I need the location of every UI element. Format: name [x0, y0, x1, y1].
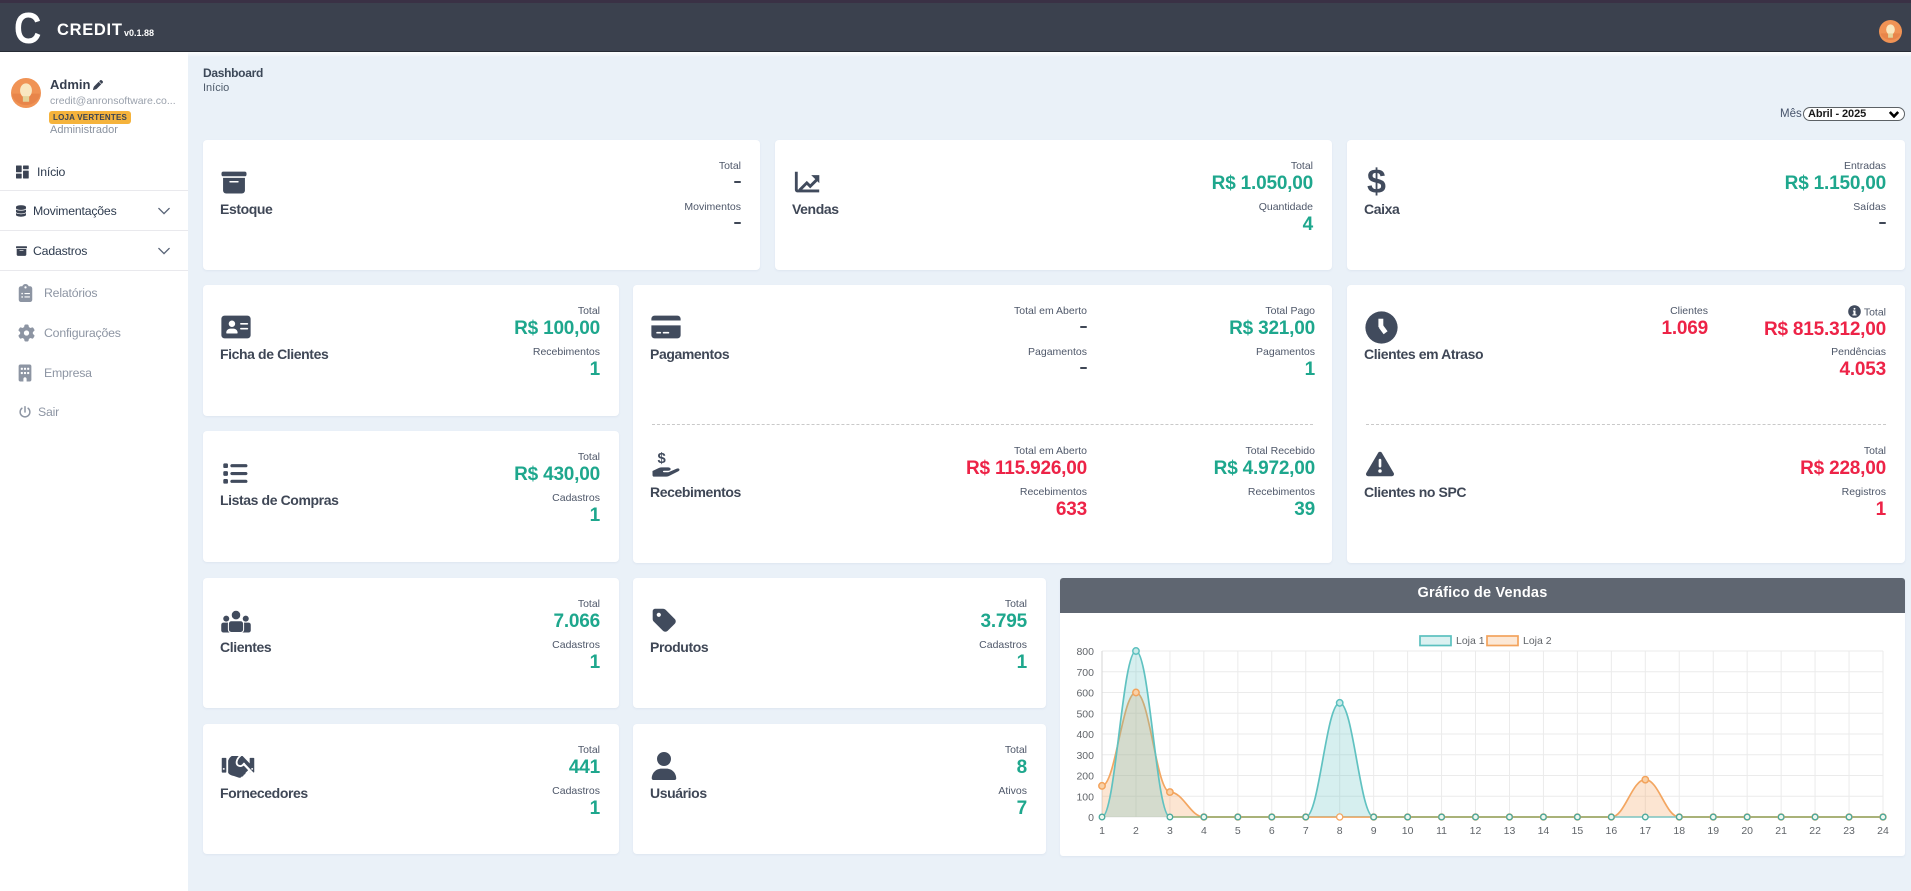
svg-text:100: 100	[1076, 791, 1094, 803]
svg-text:500: 500	[1076, 708, 1094, 720]
svg-text:15: 15	[1572, 825, 1584, 837]
svg-text:800: 800	[1076, 646, 1094, 658]
svg-text:20: 20	[1741, 825, 1753, 837]
svg-text:5: 5	[1235, 825, 1241, 837]
svg-text:1: 1	[1099, 825, 1105, 837]
svg-text:18: 18	[1673, 825, 1685, 837]
svg-text:0: 0	[1088, 812, 1094, 824]
svg-text:8: 8	[1337, 825, 1343, 837]
svg-text:6: 6	[1269, 825, 1275, 837]
svg-text:Loja 2: Loja 2	[1523, 635, 1552, 647]
svg-text:300: 300	[1076, 750, 1094, 762]
svg-text:600: 600	[1076, 688, 1094, 700]
svg-text:24: 24	[1877, 825, 1889, 837]
svg-text:Loja 1: Loja 1	[1456, 635, 1485, 647]
svg-text:7: 7	[1303, 825, 1309, 837]
svg-text:23: 23	[1843, 825, 1855, 837]
svg-text:11: 11	[1436, 825, 1447, 837]
svg-text:16: 16	[1606, 825, 1618, 837]
svg-text:400: 400	[1076, 729, 1094, 741]
svg-text:12: 12	[1470, 825, 1482, 837]
svg-text:$: $	[657, 451, 666, 467]
svg-text:19: 19	[1707, 825, 1719, 837]
svg-text:21: 21	[1775, 825, 1787, 837]
svg-text:10: 10	[1402, 825, 1414, 837]
svg-text:9: 9	[1371, 825, 1377, 837]
svg-text:22: 22	[1809, 825, 1821, 837]
svg-text:13: 13	[1504, 825, 1516, 837]
svg-text:4: 4	[1201, 825, 1207, 837]
svg-text:2: 2	[1133, 825, 1139, 837]
svg-text:200: 200	[1076, 771, 1094, 783]
svg-text:14: 14	[1538, 825, 1550, 837]
svg-text:3: 3	[1167, 825, 1173, 837]
svg-text:700: 700	[1076, 667, 1094, 679]
svg-text:17: 17	[1639, 825, 1651, 837]
